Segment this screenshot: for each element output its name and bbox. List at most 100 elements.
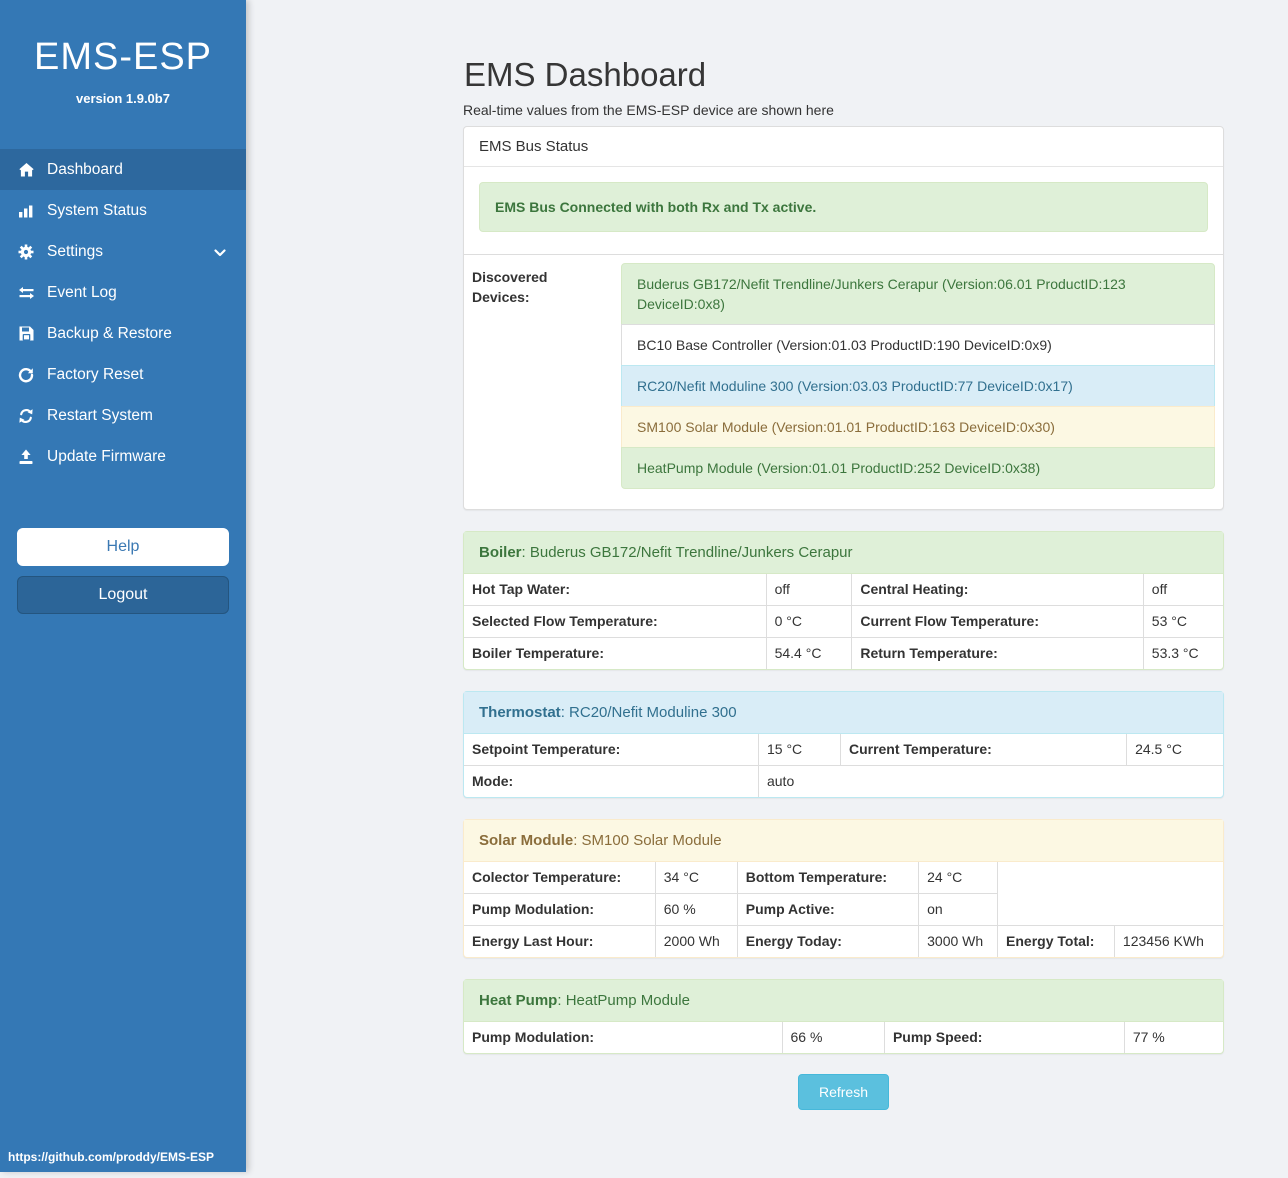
github-link[interactable]: https://github.com/proddy/EMS-ESP — [8, 1150, 214, 1164]
value-label: Pump Modulation: — [472, 1029, 595, 1045]
value-cell: off — [765, 574, 852, 606]
sidebar-item-label: System Status — [47, 201, 147, 219]
boiler-heading: Boiler: Buderus GB172/Nefit Trendline/Ju… — [464, 532, 1223, 574]
device-item-heatpump: HeatPump Module (Version:01.01 ProductID… — [621, 447, 1215, 489]
sidebar-item-restart-system[interactable]: Restart System — [0, 395, 246, 436]
logout-button[interactable]: Logout — [17, 576, 229, 614]
value-label: Selected Flow Temperature: — [464, 605, 767, 638]
empty-cell — [997, 862, 1223, 894]
table-row: Pump Modulation: 60 % Pump Active: on — [464, 893, 1223, 926]
sidebar-item-label: Restart System — [47, 406, 153, 424]
sidebar-item-update-firmware[interactable]: Update Firmware — [0, 436, 246, 477]
value-cell: 24 °C — [918, 862, 998, 894]
value-label: Setpoint Temperature: — [472, 741, 621, 757]
value-cell: 15 °C — [757, 734, 841, 766]
main-content: EMS Dashboard Real-time values from the … — [463, 0, 1224, 1110]
table-row: Selected Flow Temperature: 0 °C Current … — [464, 605, 1223, 638]
ems-bus-status-body: EMS Bus Connected with both Rx and Tx ac… — [464, 167, 1223, 254]
value-cell: 3000 Wh — [918, 925, 998, 957]
thermostat-heading-device: : RC20/Nefit Moduline 300 — [560, 704, 737, 721]
value-cell: 2000 Wh — [654, 925, 738, 957]
sidebar-nav: Dashboard System Status — [0, 149, 246, 477]
heatpump-heading-device: : HeatPump Module — [557, 992, 690, 1009]
value-cell: 34 °C — [654, 862, 738, 894]
heat-pump-panel: Heat Pump: HeatPump Module Pump Modulati… — [463, 979, 1224, 1054]
sidebar-item-factory-reset[interactable]: Factory Reset — [0, 354, 246, 395]
boiler-panel: Boiler: Buderus GB172/Nefit Trendline/Ju… — [463, 531, 1224, 670]
value-label: Mode: — [464, 765, 759, 797]
sidebar-item-label: Factory Reset — [47, 365, 144, 383]
table-row: Boiler Temperature: 54.4 °C Return Tempe… — [464, 637, 1223, 669]
refresh-button[interactable]: Refresh — [797, 1074, 890, 1110]
value-label: Central Heating: — [851, 574, 1144, 606]
solar-table: Colector Temperature: 34 °C Bottom Tempe… — [464, 862, 1223, 957]
sidebar-item-backup-restore[interactable]: Backup & Restore — [0, 313, 246, 354]
sidebar-buttons: Help Logout — [0, 528, 246, 614]
discovered-devices-table: Discovered Devices: Buderus GB172/Nefit … — [464, 254, 1223, 509]
device-item-bc10: BC10 Base Controller (Version:01.03 Prod… — [621, 324, 1215, 366]
sidebar-item-label: Backup & Restore — [47, 324, 172, 342]
home-icon — [14, 162, 38, 178]
solar-heading-name: Solar Module — [479, 832, 574, 849]
sidebar-item-system-status[interactable]: System Status — [0, 190, 246, 231]
page-subtitle: Real-time values from the EMS-ESP device… — [463, 102, 834, 118]
sidebar-item-dashboard[interactable]: Dashboard — [0, 149, 246, 190]
value-cell: 77 % — [1123, 1022, 1223, 1053]
solar-heading-device: : SM100 Solar Module — [573, 832, 722, 849]
value-label: Energy Total: — [997, 925, 1115, 957]
sync-icon — [14, 408, 38, 424]
sidebar-item-event-log[interactable]: Event Log — [0, 272, 246, 313]
upload-icon — [14, 449, 38, 465]
value-label: Bottom Temperature: — [736, 862, 919, 894]
rotate-icon — [14, 367, 38, 383]
solar-heading: Solar Module: SM100 Solar Module — [464, 820, 1223, 862]
gear-icon — [14, 244, 38, 260]
floppy-icon — [14, 326, 38, 341]
table-row: Pump Modulation: 66 % Pump Speed: 77 % — [464, 1022, 1223, 1053]
value-label: Energy Last Hour: — [464, 925, 656, 957]
app-title: EMS-ESP — [33, 36, 213, 78]
value-label: Energy Today: — [736, 925, 919, 957]
device-item-thermostat: RC20/Nefit Moduline 300 (Version:03.03 P… — [621, 365, 1215, 407]
table-row: Energy Last Hour: 2000 Wh Energy Today: … — [464, 925, 1223, 957]
value-label: Current Temperature: — [839, 734, 1127, 766]
sidebar-item-label: Dashboard — [47, 160, 123, 178]
device-item-solar: SM100 Solar Module (Version:01.01 Produc… — [621, 406, 1215, 448]
help-button[interactable]: Help — [17, 528, 229, 566]
device-item-boiler: Buderus GB172/Nefit Trendline/Junkers Ce… — [621, 263, 1215, 325]
brand: EMS-ESP version 1.9.0b7 — [0, 0, 246, 106]
sidebar-item-label: Settings — [47, 242, 104, 260]
sidebar-item-settings[interactable]: Settings — [0, 231, 246, 272]
ems-bus-status-panel: EMS Bus Status EMS Bus Connected with bo… — [463, 126, 1224, 510]
value-cell: auto — [757, 765, 1223, 797]
discovered-devices-label: Discovered Devices: — [464, 254, 613, 509]
bar-chart-icon — [14, 203, 38, 219]
sidebar: EMS-ESP version 1.9.0b7 Dashboard System… — [0, 0, 246, 1172]
value-label: Hot Tap Water: — [472, 581, 570, 597]
value-cell: 123456 KWh — [1113, 925, 1223, 957]
value-cell: 60 % — [654, 893, 738, 926]
exchange-icon — [14, 286, 38, 300]
thermostat-heading: Thermostat: RC20/Nefit Moduline 300 — [464, 692, 1223, 734]
ems-bus-status-heading: EMS Bus Status — [464, 127, 1223, 167]
thermostat-table: Setpoint Temperature: 15 °C Current Temp… — [464, 734, 1223, 797]
page-title: EMS Dashboard — [464, 56, 707, 93]
heatpump-table: Pump Modulation: 66 % Pump Speed: 77 % — [464, 1022, 1223, 1053]
sidebar-item-label: Update Firmware — [47, 447, 166, 465]
boiler-heading-name: Boiler — [479, 544, 522, 561]
table-row: Hot Tap Water: off Central Heating: off — [464, 574, 1223, 606]
boiler-heading-device: : Buderus GB172/Nefit Trendline/Junkers … — [521, 544, 853, 561]
value-cell: 66 % — [781, 1022, 885, 1053]
value-cell: off — [1142, 574, 1223, 606]
value-label: Pump Active: — [736, 893, 919, 926]
empty-cell — [997, 893, 1223, 926]
value-label: Boiler Temperature: — [464, 637, 767, 669]
heatpump-heading: Heat Pump: HeatPump Module — [464, 980, 1223, 1022]
boiler-table: Hot Tap Water: off Central Heating: off … — [464, 574, 1223, 669]
chevron-down-icon — [214, 244, 226, 262]
table-row: Setpoint Temperature: 15 °C Current Temp… — [464, 734, 1223, 766]
thermostat-panel: Thermostat: RC20/Nefit Moduline 300 Setp… — [463, 691, 1224, 798]
value-cell: 54.4 °C — [765, 637, 852, 669]
table-row: Mode: auto — [464, 765, 1223, 797]
value-label: Pump Modulation: — [464, 893, 656, 926]
